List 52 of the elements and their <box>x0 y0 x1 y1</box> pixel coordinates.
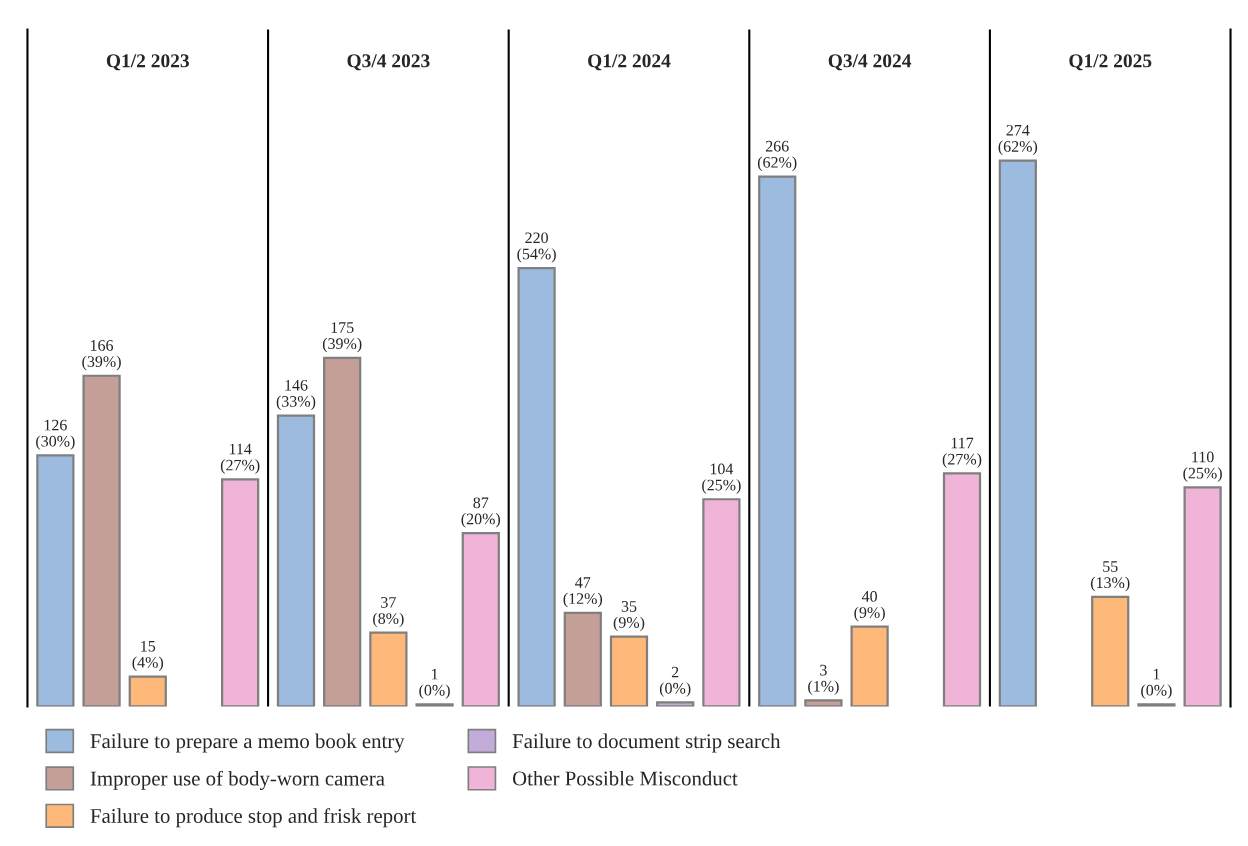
data-label: 47 (12%) <box>563 577 603 608</box>
data-label: 114 (27%) <box>220 443 260 474</box>
bar <box>563 611 602 707</box>
bar <box>609 635 649 707</box>
bar <box>702 498 741 707</box>
data-label: 220 (54%) <box>517 232 556 263</box>
legend-label: Failure to produce stop and frisk report <box>90 808 417 828</box>
data-label: 15 (4%) <box>132 640 164 671</box>
bar <box>323 356 362 707</box>
data-label: 266 (62%) <box>757 140 797 171</box>
data-label: 110 (25%) <box>1183 451 1222 482</box>
data-label: 1 (0%) <box>419 668 450 699</box>
data-label: 146 (33%) <box>276 379 316 411</box>
bar <box>942 472 982 707</box>
bar <box>1091 595 1130 707</box>
data-label: 117 (27%) <box>942 437 982 468</box>
data-label: 37 (8%) <box>373 597 404 628</box>
data-label: 166 (39%) <box>82 340 121 371</box>
legend-label: Failure to document strip search <box>512 733 781 753</box>
data-label: 126 (30%) <box>36 419 75 450</box>
bar <box>221 478 260 707</box>
bar <box>1183 486 1222 707</box>
bar <box>276 414 316 707</box>
bar <box>82 374 121 707</box>
bar <box>656 701 695 707</box>
x-tick-label: Q3/4 2023 <box>347 54 430 71</box>
data-label: 1 (0%) <box>1141 668 1172 699</box>
data-label: 274 (62%) <box>998 124 1038 156</box>
x-tick-label: Q1/2 2024 <box>588 54 671 71</box>
legend-label: Failure to prepare a memo book entry <box>90 733 405 753</box>
bar <box>461 532 500 707</box>
x-tick-label: Q1/2 2025 <box>1069 54 1152 71</box>
bar <box>758 175 797 707</box>
bar <box>850 625 889 707</box>
bar <box>128 675 167 707</box>
data-label: 35 (9%) <box>613 601 645 632</box>
data-label: 175 (39%) <box>322 322 362 353</box>
bar <box>998 159 1037 707</box>
x-tick-label: Q3/4 2024 <box>828 54 912 71</box>
bar <box>517 267 556 707</box>
bar <box>804 699 843 707</box>
data-label: 104 (25%) <box>702 463 741 494</box>
bar <box>369 631 408 707</box>
x-tick-label: Q1/2 2023 <box>106 54 189 71</box>
data-label: 87 (20%) <box>461 497 501 528</box>
data-label: 3 (1%) <box>808 664 839 695</box>
bar <box>36 454 75 707</box>
legend-label: Improper use of body-worn camera <box>90 770 385 790</box>
data-label: 55 (13%) <box>1090 561 1130 592</box>
data-label: 40 (9%) <box>854 591 885 622</box>
legend-label: Other Possible Misconduct <box>512 770 738 786</box>
data-label: 2 (0%) <box>659 666 691 697</box>
